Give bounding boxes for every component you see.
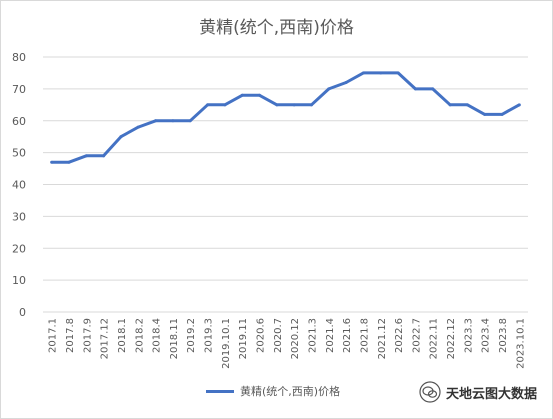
- data-point: [483, 112, 487, 116]
- x-tick-label: 2018.4: [152, 318, 163, 353]
- series-lines: [50, 71, 521, 164]
- x-tick-label: 2023.3: [463, 318, 474, 353]
- x-tick-label: 2019.2: [186, 318, 197, 353]
- x-tick-label: 2023.8: [498, 318, 509, 353]
- grid-lines: [43, 56, 528, 313]
- y-tick-label: 40: [12, 179, 26, 192]
- chart-title: 黄精(统个,西南)价格: [199, 18, 354, 38]
- x-tick-label: 2022.7: [411, 318, 422, 353]
- data-point: [102, 154, 106, 158]
- data-point: [84, 154, 88, 158]
- data-point: [275, 103, 279, 107]
- data-point: [67, 160, 71, 164]
- data-point: [517, 103, 521, 107]
- y-tick-label: 10: [12, 274, 26, 287]
- data-point: [119, 135, 123, 139]
- data-point: [171, 119, 175, 123]
- data-point: [136, 125, 140, 129]
- legend-swatch: [206, 389, 234, 393]
- x-tick-label: 2018.1: [117, 318, 128, 353]
- y-tick-label: 20: [12, 242, 26, 255]
- y-tick-label: 70: [12, 83, 26, 96]
- y-tick-label: 80: [12, 51, 26, 64]
- data-point: [154, 119, 158, 123]
- series-line: [51, 71, 521, 164]
- legend-label: 黄精(统个,西南)价格: [240, 385, 341, 398]
- x-tick-label: 2018.2: [134, 318, 145, 353]
- data-point: [465, 103, 469, 107]
- y-tick-label: 30: [12, 210, 26, 223]
- y-tick-label: 0: [19, 306, 26, 319]
- watermark: 天地云图大数据: [419, 381, 537, 403]
- x-tick-label: 2021.6: [342, 318, 353, 353]
- x-tick-label: 2019.3: [204, 318, 215, 353]
- data-point: [292, 103, 296, 107]
- data-point: [309, 103, 313, 107]
- data-point: [327, 87, 331, 91]
- y-tick-label: 50: [12, 147, 26, 160]
- x-tick-label: 2022.11: [429, 318, 440, 359]
- data-point: [240, 93, 244, 97]
- x-axis-ticks: 2017.1 2017.8 2017.9 2017.12 2018.1 2018.2 201…: [48, 318, 527, 369]
- data-point: [500, 112, 504, 116]
- x-tick-label: 2017.12: [100, 318, 111, 359]
- data-point: [258, 93, 262, 97]
- data-point: [344, 81, 348, 84]
- x-tick-label: 2018.11: [169, 318, 180, 359]
- x-tick-label: 2023.10.1: [515, 318, 526, 369]
- watermark-text: 天地云图大数据: [446, 386, 538, 402]
- x-tick-label: 2022.12: [446, 318, 457, 359]
- x-tick-label: 2020.7: [273, 318, 284, 353]
- data-point: [206, 103, 210, 107]
- data-point: [431, 87, 435, 91]
- data-point: [448, 103, 452, 107]
- wechat-icon: [419, 381, 441, 403]
- x-tick-label: 2017.9: [82, 318, 93, 353]
- x-tick-label: 2023.4: [481, 318, 492, 353]
- x-tick-label: 2020.6: [256, 318, 267, 353]
- data-point: [223, 103, 227, 107]
- x-tick-label: 2020.12: [290, 318, 301, 359]
- data-point: [50, 160, 54, 164]
- data-point: [396, 71, 400, 75]
- x-tick-label: 2017.8: [65, 318, 76, 353]
- data-point: [188, 119, 192, 123]
- x-tick-label: 2019.10.1: [221, 318, 232, 369]
- x-tick-label: 2017.1: [48, 318, 59, 353]
- x-tick-label: 2022.6: [394, 318, 405, 353]
- y-axis-ticks: 0 10 20 30 40 50 60 70 80: [12, 51, 26, 319]
- x-tick-label: 2019.11: [238, 318, 249, 359]
- data-point: [413, 87, 417, 91]
- x-tick-label: 2021.3: [307, 318, 318, 353]
- y-tick-label: 60: [12, 115, 26, 128]
- data-point: [379, 71, 383, 75]
- x-tick-label: 2021.12: [377, 318, 388, 359]
- legend: 黄精(统个,西南)价格: [206, 383, 340, 399]
- x-tick-label: 2021.8: [359, 318, 370, 353]
- x-tick-label: 2021.4: [325, 318, 336, 353]
- data-point: [361, 71, 365, 75]
